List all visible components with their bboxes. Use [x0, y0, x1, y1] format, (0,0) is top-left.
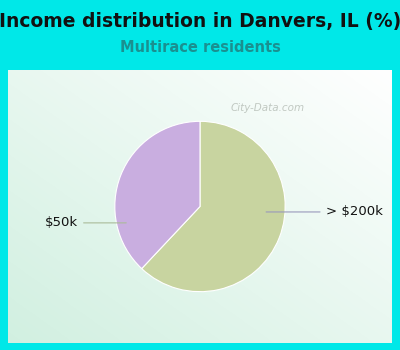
Wedge shape [142, 121, 285, 292]
Text: > $200k: > $200k [266, 205, 382, 218]
Text: $50k: $50k [45, 216, 126, 229]
Text: Income distribution in Danvers, IL (%): Income distribution in Danvers, IL (%) [0, 12, 400, 31]
Text: City-Data.com: City-Data.com [231, 103, 305, 113]
Wedge shape [115, 121, 200, 268]
Text: Multirace residents: Multirace residents [120, 40, 280, 55]
